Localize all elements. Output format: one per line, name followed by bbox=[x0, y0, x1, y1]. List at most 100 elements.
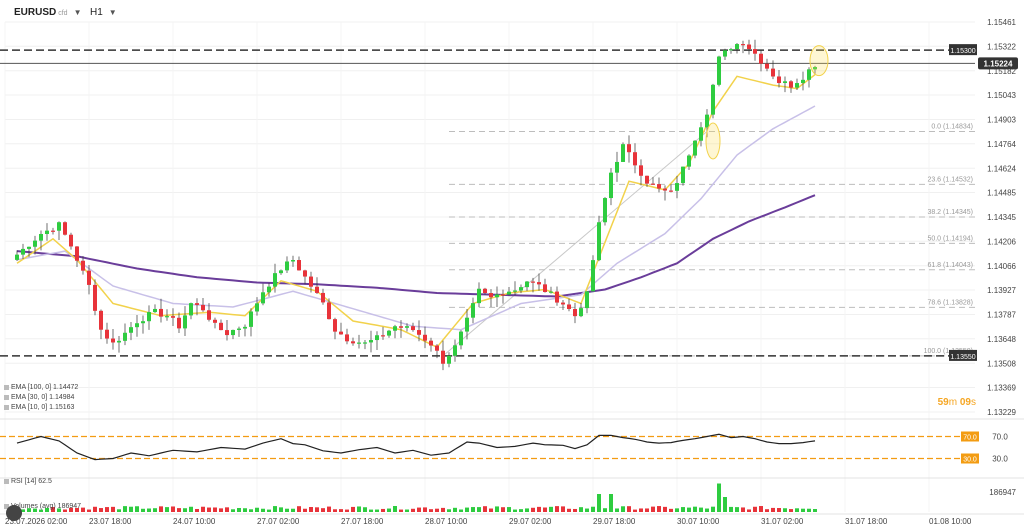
fib-level-label: 38.2 (1.14345) bbox=[927, 209, 973, 216]
volume-bar bbox=[591, 506, 595, 512]
volume-bar bbox=[603, 508, 607, 512]
candle bbox=[363, 342, 367, 344]
volume-bar bbox=[579, 507, 583, 512]
candle bbox=[189, 303, 193, 316]
indicator-ema10[interactable]: EMA [10, 0] 1.15163 bbox=[4, 404, 74, 411]
time-label: 27.07 02:00 bbox=[257, 517, 300, 526]
candle bbox=[411, 326, 415, 331]
indicator-ema30[interactable]: EMA [30, 0] 1.14984 bbox=[4, 394, 74, 401]
candle bbox=[201, 304, 205, 311]
level-low-tag: 1.13550 bbox=[950, 354, 975, 361]
candle bbox=[225, 330, 229, 336]
current-price-tag: 1.15224 bbox=[984, 59, 1013, 68]
price-tick-label: 1.15322 bbox=[987, 42, 1016, 51]
candle bbox=[507, 291, 511, 295]
candle bbox=[123, 332, 127, 341]
volume-bar bbox=[27, 508, 31, 512]
symbol-selector[interactable]: EURUSD cfd ▼ bbox=[14, 7, 82, 18]
candle bbox=[369, 340, 373, 343]
volume-bar bbox=[135, 506, 139, 512]
highlight-markers bbox=[705, 45, 829, 160]
volume-bar bbox=[339, 509, 343, 512]
ema-lines bbox=[16, 74, 816, 349]
current-price-tag-bg bbox=[978, 57, 1018, 70]
timeframe-selector[interactable]: H1 ▼ bbox=[90, 7, 117, 18]
volume-bar bbox=[225, 507, 229, 512]
candle bbox=[357, 342, 361, 344]
candle bbox=[183, 315, 187, 329]
volume-bar bbox=[699, 507, 703, 512]
candle bbox=[699, 127, 703, 141]
candle bbox=[75, 246, 79, 261]
volume-bar bbox=[771, 507, 775, 512]
volume-bar bbox=[231, 509, 235, 512]
candle bbox=[603, 198, 607, 223]
candle bbox=[141, 321, 145, 324]
candle bbox=[723, 50, 727, 57]
price-tick-label: 1.13229 bbox=[987, 408, 1016, 417]
candle bbox=[399, 326, 403, 328]
volume-bar bbox=[45, 507, 49, 512]
volume-bar bbox=[123, 506, 127, 512]
symbol-suffix: cfd bbox=[58, 10, 68, 17]
candle bbox=[387, 330, 391, 336]
volume-bar bbox=[303, 508, 307, 512]
candle bbox=[159, 308, 163, 317]
indicator-ema100[interactable]: EMA [100, 0] 1.14472 bbox=[4, 384, 78, 391]
volume-bar bbox=[663, 506, 667, 512]
rsi-label[interactable]: RSI [14] 62.5 bbox=[4, 478, 52, 485]
rsi-upper-tag-bg bbox=[961, 431, 979, 442]
candle bbox=[519, 287, 523, 291]
volume-bar bbox=[81, 507, 85, 512]
volume-bar bbox=[765, 509, 769, 512]
volume-bar bbox=[513, 509, 517, 512]
volume-bar bbox=[69, 507, 73, 512]
ema30-line bbox=[16, 105, 816, 331]
fib-level-label: 61.8 (1.14043) bbox=[927, 262, 973, 269]
candle bbox=[315, 286, 319, 293]
volume-bar bbox=[261, 508, 265, 512]
volume-label[interactable]: Volumes (avg) 186947 bbox=[4, 503, 81, 510]
volume-bar bbox=[693, 506, 697, 512]
volume-bar bbox=[633, 509, 637, 512]
candle bbox=[405, 326, 409, 328]
rsi-lower-tag-bg bbox=[961, 453, 979, 464]
candle bbox=[651, 183, 655, 185]
candle bbox=[663, 188, 667, 191]
volume-bar bbox=[219, 508, 223, 512]
volume-bar bbox=[615, 508, 619, 512]
candle bbox=[489, 293, 493, 298]
indicator-handle-icon bbox=[4, 478, 9, 484]
time-label: 28.07 10:00 bbox=[425, 517, 468, 526]
volume-bar bbox=[747, 509, 751, 512]
volume-bar bbox=[435, 508, 439, 512]
indicator-handle-icon bbox=[4, 503, 9, 509]
ema10-line bbox=[16, 74, 816, 349]
volume-bar bbox=[531, 507, 535, 512]
volume-bar bbox=[405, 509, 409, 512]
volume-bar bbox=[363, 507, 367, 512]
volume-bar bbox=[723, 497, 727, 512]
volume-bar bbox=[207, 507, 211, 512]
highlight-ellipse bbox=[809, 45, 829, 77]
volume-bar bbox=[171, 506, 175, 512]
candle bbox=[21, 248, 25, 255]
volume-bar bbox=[315, 507, 319, 512]
volume-bar bbox=[237, 507, 241, 512]
candle bbox=[129, 327, 133, 333]
candle bbox=[561, 302, 565, 305]
candle bbox=[795, 83, 799, 88]
chat-bubble-icon[interactable] bbox=[6, 505, 22, 521]
volume-bar bbox=[735, 507, 739, 512]
candle bbox=[747, 44, 751, 50]
rsi-axis-label: 30.0 bbox=[992, 455, 1008, 464]
volume-bar bbox=[279, 507, 283, 512]
price-tick-label: 1.15043 bbox=[987, 91, 1016, 100]
ema100-line bbox=[16, 194, 816, 298]
volume-bar bbox=[93, 506, 97, 512]
candle bbox=[531, 281, 535, 283]
candle bbox=[117, 340, 121, 343]
candle bbox=[207, 310, 211, 320]
time-label: 29.07 18:00 bbox=[593, 517, 636, 526]
